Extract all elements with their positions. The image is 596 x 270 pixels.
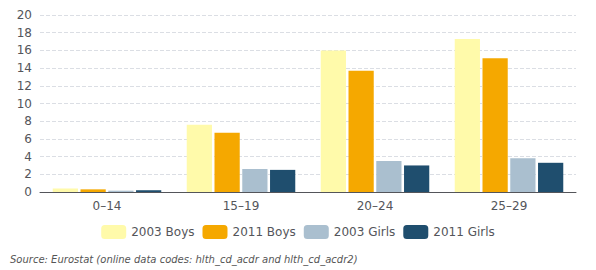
svg-text:15–19: 15–19: [223, 199, 260, 213]
svg-text:14: 14: [17, 61, 32, 75]
svg-text:2003 Girls: 2003 Girls: [334, 225, 396, 239]
svg-text:2011 Boys: 2011 Boys: [232, 225, 295, 239]
svg-text:2003 Boys: 2003 Boys: [131, 225, 194, 239]
svg-text:2011 Girls: 2011 Girls: [433, 225, 495, 239]
svg-text:25–29: 25–29: [491, 199, 528, 213]
svg-text:8: 8: [24, 114, 32, 128]
svg-text:Source: Eurostat (online data: Source: Eurostat (online data codes: hlt…: [10, 254, 358, 266]
svg-text:20: 20: [17, 8, 32, 22]
svg-text:0: 0: [24, 185, 32, 199]
svg-text:12: 12: [17, 79, 32, 93]
svg-text:6: 6: [24, 132, 32, 146]
svg-text:4: 4: [24, 150, 32, 164]
svg-text:18: 18: [17, 26, 32, 40]
svg-text:10: 10: [17, 97, 32, 111]
svg-text:20–24: 20–24: [357, 199, 394, 213]
svg-text:0–14: 0–14: [93, 199, 122, 213]
svg-text:2: 2: [24, 167, 32, 181]
svg-text:16: 16: [17, 43, 32, 57]
